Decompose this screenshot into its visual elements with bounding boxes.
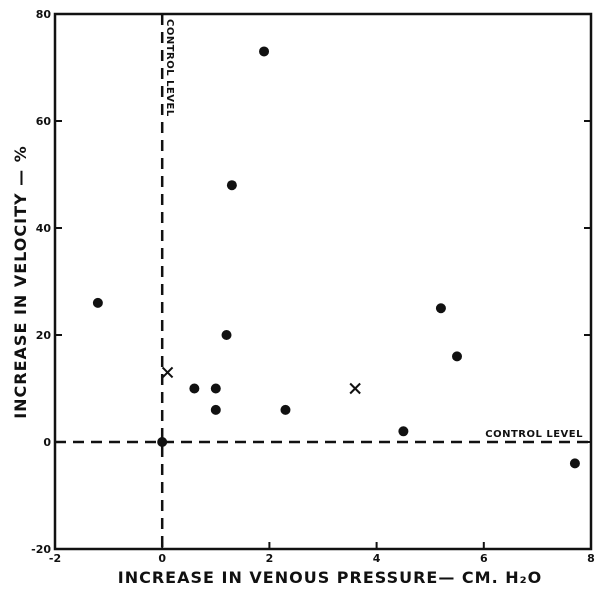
y-axis-label: INCREASE IN VELOCITY — % [11,145,30,419]
control-level-lines: CONTROL LEVEL CONTROL LEVEL [55,14,591,549]
data-point-circle [435,303,446,314]
data-point-x-marker [349,382,361,395]
data-point-circle [280,404,291,415]
data-point-circle [157,437,168,447]
data-point-circle [92,297,103,308]
data-points [92,46,580,469]
x-tick-label: 2 [266,552,274,565]
y-tick-label: 40 [36,222,52,235]
x-tick-label: -2 [49,552,61,565]
x-axis-label: INCREASE IN VENOUS PRESSURE— CM. H₂O [118,568,542,587]
data-point-circle [259,46,270,57]
data-point-circle [210,383,221,394]
y-axis-ticks: -20 0 20 40 60 80 [31,8,591,556]
data-point-circle [452,351,462,362]
data-point-circle [398,426,409,437]
x-axis-ticks: -2 0 2 4 6 8 [49,542,595,565]
x-tick-label: 6 [480,552,488,565]
data-point-circle [210,404,221,415]
data-point-circle [189,383,200,394]
x-tick-label: 0 [158,552,166,565]
y-tick-label: 60 [36,115,52,128]
x-tick-label: 8 [587,552,595,565]
y-tick-label: 0 [43,436,51,449]
data-point-circle [226,180,237,191]
vertical-control-level-label: CONTROL LEVEL [164,19,175,117]
y-tick-label: 20 [36,329,52,342]
plot-frame [53,12,593,551]
data-point-circle [569,458,580,469]
data-point-x-marker [161,366,174,379]
y-tick-label: -20 [31,543,51,556]
y-tick-label: 80 [36,8,52,21]
horizontal-control-level-label: CONTROL LEVEL [485,429,583,440]
x-tick-label: 4 [373,552,381,565]
data-point-circle [221,330,232,340]
